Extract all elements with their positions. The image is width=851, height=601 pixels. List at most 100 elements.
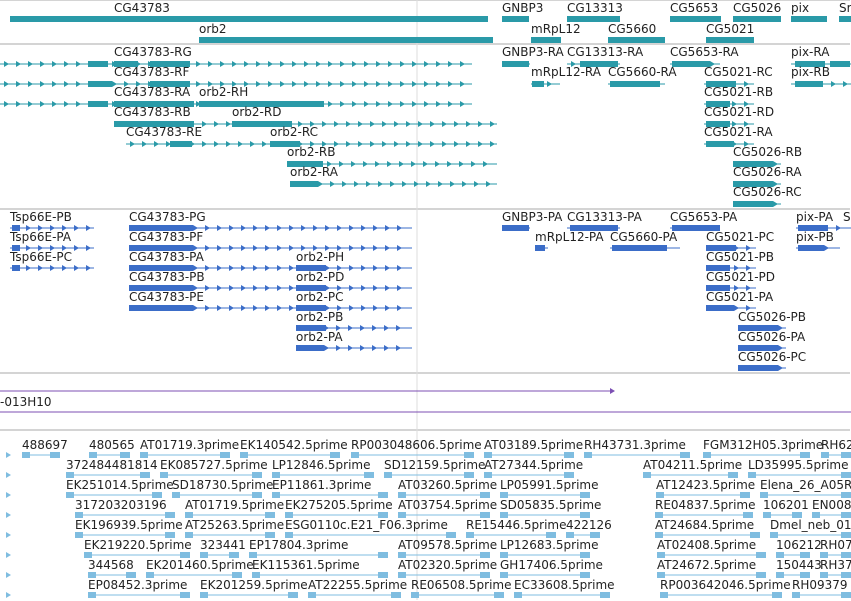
est-block[interactable] [564,472,574,478]
est-label[interactable]: LP05991.5prime [500,478,599,492]
transcript-label[interactable]: CG43783-PF [129,230,203,244]
est-label[interactable]: LD35995.5prime [748,458,849,472]
est-block[interactable] [600,592,610,598]
est-label[interactable]: 106201 [763,498,809,512]
gene-bar[interactable] [670,16,721,22]
transcript-label[interactable]: CG43783-RB [114,105,191,119]
transcript-label[interactable]: Tsp66E-PB [9,210,72,224]
transcript-label[interactable]: mRpL12-PA [535,230,604,244]
est-label[interactable]: AT03754.5prime [398,498,497,512]
est-label[interactable]: 480565 [89,438,135,452]
exon-block[interactable] [535,245,545,251]
est-block[interactable] [680,452,690,458]
gene-label[interactable]: mRpL12 [531,22,581,36]
exon-block[interactable] [706,245,736,251]
est-block[interactable] [580,552,590,558]
est-block[interactable] [800,572,810,578]
exon-block[interactable] [706,265,730,271]
est-block[interactable] [792,592,800,598]
transcript-label[interactable]: orb2-PB [296,310,343,324]
est-block[interactable] [88,572,96,578]
est-block[interactable] [500,552,508,558]
est-block[interactable] [398,492,406,498]
est-block[interactable] [378,512,388,518]
est-label[interactable]: SD05835.5prime [500,498,601,512]
est-block[interactable] [480,572,490,578]
gene-bar[interactable] [199,37,493,43]
est-label[interactable]: RE06508.5prime [411,578,512,592]
est-block[interactable] [252,572,260,578]
exon-block[interactable] [706,305,734,311]
gene-label[interactable]: CG13313 [567,1,623,15]
est-label[interactable]: AT27344.5prime [484,458,583,472]
est-block[interactable] [240,452,248,458]
est-label[interactable]: RH37 [820,558,851,572]
est-label[interactable]: AT09578.5prime [398,538,497,552]
transcript-label[interactable]: CG5021-RB [704,85,773,99]
est-label[interactable]: RE15446.5prime [466,518,567,532]
est-block[interactable] [140,472,150,478]
est-label[interactable]: RH07 [820,538,851,552]
est-label[interactable]: 106212 [776,538,822,552]
exon-block[interactable] [129,245,193,251]
transcript-label[interactable]: CG5653-PA [670,210,738,224]
est-label[interactable]: EP17804.3prime [249,538,348,552]
est-block[interactable] [285,512,293,518]
transcript-label[interactable]: orb2-RH [199,85,248,99]
exon-block[interactable] [114,61,138,67]
est-block[interactable] [514,592,522,598]
exon-block[interactable] [296,345,324,351]
est-block[interactable] [272,472,280,478]
est-label[interactable]: EP08452.3prime [88,578,187,592]
est-block[interactable] [180,592,190,598]
est-block[interactable] [378,552,388,558]
est-block[interactable] [285,532,293,538]
gene-bar[interactable] [531,37,561,43]
est-block[interactable] [763,512,771,518]
transcript-label[interactable]: orb2-RD [232,105,281,119]
est-block[interactable] [172,492,180,498]
est-block[interactable] [351,452,359,458]
exon-block[interactable] [738,365,778,371]
exon-block[interactable] [114,121,194,127]
est-block[interactable] [776,552,784,558]
est-label[interactable]: AT12423.5prime [656,478,755,492]
gene-bar[interactable] [706,37,754,43]
exon-block[interactable] [706,121,730,127]
est-label[interactable]: EK196939.5prime [75,518,183,532]
est-block[interactable] [776,572,784,578]
transcript-label[interactable]: pix-PB [796,230,834,244]
est-block[interactable] [546,532,556,538]
insertion-label[interactable]: -013H10 [0,395,52,409]
transcript-label[interactable]: CG5021-PC [706,230,774,244]
transcript-label[interactable]: CG5021-PB [706,250,774,264]
est-block[interactable] [229,552,239,558]
gene-bar[interactable] [839,16,851,22]
est-block[interactable] [500,512,508,518]
exon-block[interactable] [270,141,300,147]
est-block[interactable] [464,472,474,478]
est-label[interactable]: RH09379 [792,578,848,592]
est-label[interactable]: AT01719.3prime [140,438,239,452]
exon-block[interactable] [129,265,193,271]
gene-label[interactable]: pix [791,1,809,15]
est-block[interactable] [398,552,406,558]
est-label[interactable]: AT01719.5prime [185,498,284,512]
est-block[interactable] [820,572,828,578]
transcript-label[interactable]: pix-PA [796,210,834,224]
transcript-label[interactable]: CG43783-RF [114,65,190,79]
gene-label[interactable]: Sr [839,1,851,15]
est-block[interactable] [564,452,574,458]
est-block[interactable] [841,532,851,538]
est-label[interactable]: AT24684.5prime [655,518,754,532]
transcript-label[interactable]: CG13313-PA [567,210,643,224]
gene-label[interactable]: CG5660 [608,22,656,36]
transcript-label[interactable]: CG5026-RA [733,165,802,179]
est-label[interactable]: 422126 [566,518,612,532]
exon-block[interactable] [150,61,190,67]
est-block[interactable] [656,492,664,498]
est-block[interactable] [841,592,851,598]
exon-block[interactable] [296,265,326,271]
exon-block[interactable] [129,305,193,311]
est-block[interactable] [500,492,508,498]
